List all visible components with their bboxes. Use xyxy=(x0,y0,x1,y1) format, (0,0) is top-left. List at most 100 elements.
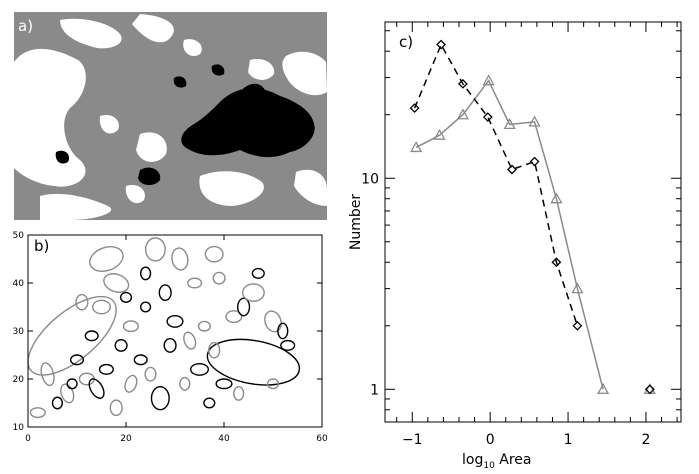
panel-b-ellipse-29 xyxy=(264,310,282,333)
panel-c-axes-frame xyxy=(384,21,682,423)
panel-b-ellipse-33 xyxy=(158,284,172,301)
panel-c-diamond-marker xyxy=(436,39,447,50)
panel-b-ellipse-2 xyxy=(89,245,124,273)
panel-b-ytick-label: 10 xyxy=(13,423,25,433)
panel-c-triangle-marker xyxy=(597,382,610,394)
panel-b-ellipse-19 xyxy=(163,337,177,353)
panel-a-label: a) xyxy=(18,17,33,35)
panel-b-ellipse-16 xyxy=(133,354,148,366)
panel-b-ellipses xyxy=(27,237,301,419)
panel-b-ellipse-4 xyxy=(144,237,166,262)
panel-c-ylabel: Number xyxy=(348,194,364,250)
panel-b-ellipse-20 xyxy=(166,314,184,328)
panel-b-ellipse-25 xyxy=(215,378,233,390)
panel-b-ellipse-27 xyxy=(237,297,251,317)
panel-c-triangle-marker xyxy=(456,108,469,120)
panel-b-ellipse-6 xyxy=(204,245,224,263)
panel-c-diamond-marker xyxy=(572,320,583,331)
panel-c-ytick-label: 1 xyxy=(370,382,379,398)
panel-b-ellipse-1 xyxy=(206,338,301,386)
panel-c-diamond-marker xyxy=(457,78,468,89)
panel-b-ellipse-48 xyxy=(66,378,78,390)
panel-b-ellipse-28 xyxy=(241,283,265,302)
panel-b-ellipse-45 xyxy=(266,378,280,390)
panel-b-ellipse-13 xyxy=(98,363,114,375)
panel-b-xtick-label: 20 xyxy=(120,434,132,444)
panel-b-ticks: 0 20 40 60 10 20 30 40 50 xyxy=(13,231,328,444)
panel-c-diamond-marker xyxy=(551,257,562,268)
panel-b-ytick-label: 20 xyxy=(13,375,25,385)
panel-c-label: c) xyxy=(399,33,413,51)
panel-b-xtick-label: 40 xyxy=(218,434,230,444)
panel-b-ellipse-26 xyxy=(225,310,243,324)
panel-b-xtick-label: 60 xyxy=(316,434,328,444)
panel-c-triangle-marker xyxy=(528,115,541,127)
panel-b-ellipse-30 xyxy=(277,322,289,340)
panel-b-ellipse-38 xyxy=(84,330,99,342)
panel-b-ellipse-31 xyxy=(212,271,226,285)
panel-c-diamond-marker xyxy=(507,164,517,175)
panel-b-ellipse-40 xyxy=(179,376,191,391)
panel-c-diamond-marker xyxy=(644,384,655,395)
panel-b-ellipse-9 xyxy=(60,383,75,404)
panel-c-xlabel-main: log xyxy=(462,452,483,468)
panel-c-series-0-line xyxy=(415,79,604,390)
panel-b-ellipse-18 xyxy=(144,366,157,382)
panel-b-ellipse-12 xyxy=(88,378,105,399)
panel-c-triangle-marker xyxy=(503,118,516,130)
panel-b-ellipse-41 xyxy=(203,397,216,409)
panel-b-ellipse-7 xyxy=(40,362,55,387)
panel-b-ellipse-10 xyxy=(69,354,85,366)
panel-b: 0 20 40 60 10 20 30 40 50 b) xyxy=(13,231,328,444)
panel-b-ytick-label: 50 xyxy=(13,231,25,241)
panel-c-xtick-label: −1 xyxy=(402,432,423,448)
panel-b-ellipse-35 xyxy=(122,320,139,333)
panel-b-ellipse-42 xyxy=(233,385,245,401)
panel-a: a) xyxy=(14,12,327,220)
panel-c-triangle-marker xyxy=(410,141,423,153)
panel-c-xtick-label: 1 xyxy=(564,432,573,448)
panel-b-ellipse-34 xyxy=(140,301,152,313)
panel-c-triangle-marker xyxy=(433,128,446,140)
panel-c-triangle-marker xyxy=(550,192,563,204)
panel-b-ellipse-15 xyxy=(124,374,138,393)
panel-c-ytick-label: 10 xyxy=(361,171,379,187)
panel-c-xlabel: log10 Area xyxy=(462,452,531,471)
panel-c-diamond-marker xyxy=(482,112,493,122)
panel-a-black-regions xyxy=(55,64,315,186)
panel-c-xlabel-subscript: 10 xyxy=(483,461,495,471)
panel-b-ellipse-37 xyxy=(91,299,112,315)
panel-b-ellipse-3 xyxy=(103,273,130,293)
panel-c-xtick-label: 0 xyxy=(486,432,495,448)
panel-b-ytick-label: 40 xyxy=(13,279,25,289)
panel-c-diamond-marker xyxy=(409,103,420,114)
panel-b-ellipse-8 xyxy=(29,407,46,419)
panel-b-xtick-label: 0 xyxy=(25,434,31,444)
panel-c-diamond-marker xyxy=(529,156,540,167)
panel-b-ellipse-36 xyxy=(114,338,128,352)
panel-b-ellipse-21 xyxy=(183,331,197,350)
panel-b-ellipse-5 xyxy=(171,247,189,271)
panel-b-ellipse-43 xyxy=(251,267,265,279)
panel-b-ellipse-0 xyxy=(27,295,117,376)
panel-c-triangle-marker xyxy=(571,282,584,294)
panel-a-white-regions xyxy=(14,14,327,220)
panel-b-ellipse-32 xyxy=(187,277,203,289)
panel-c-series-1-line xyxy=(413,42,579,327)
panel-c-xtick-label: 2 xyxy=(641,432,650,448)
panel-c-ticks: −1 0 1 2 1 10 xyxy=(361,22,681,448)
panel-b-ellipse-17 xyxy=(150,385,170,411)
panel-b-ellipse-23 xyxy=(197,320,211,332)
panel-c-series xyxy=(409,39,656,395)
panel-b-ellipse-14 xyxy=(109,399,123,417)
panel-b-label: b) xyxy=(34,237,49,255)
panel-b-ellipse-24 xyxy=(208,341,221,359)
panel-b-ytick-label: 30 xyxy=(13,327,25,337)
panel-b-ellipse-49 xyxy=(51,396,64,410)
panel-b-ellipse-22 xyxy=(189,362,210,376)
panel-b-ellipse-39 xyxy=(75,293,89,311)
panel-b-ellipse-46 xyxy=(140,266,152,281)
panel-c-xlabel-suffix: Area xyxy=(495,452,532,468)
